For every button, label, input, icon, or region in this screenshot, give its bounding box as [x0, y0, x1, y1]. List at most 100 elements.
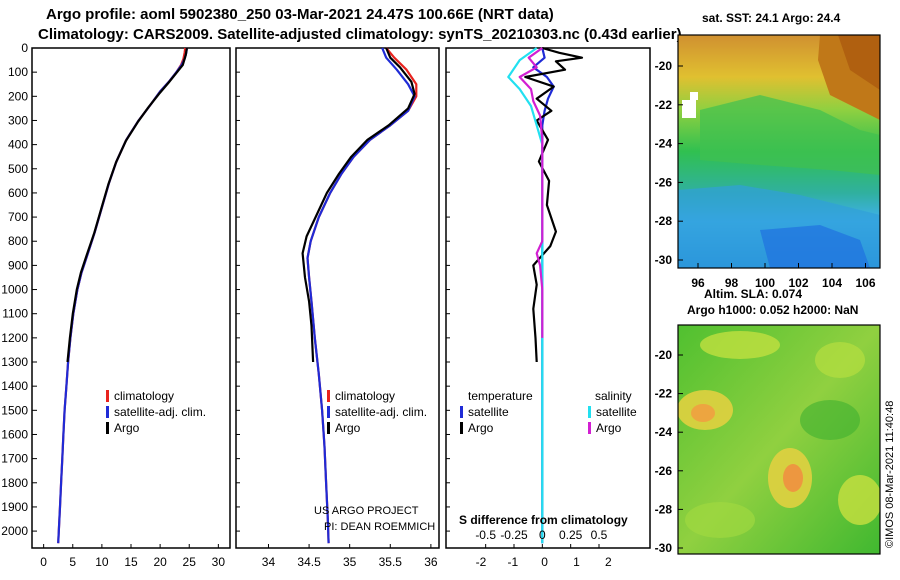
series-line-salinity-satellite: [507, 47, 544, 544]
sst-map-frame: [677, 34, 881, 269]
legend-sal-satellite-swatch: [588, 406, 591, 418]
x-tick-label: 20: [153, 555, 167, 569]
legend-argo-label: Argo: [114, 421, 140, 435]
x-tick-label: 10: [95, 555, 109, 569]
sla-map-title-1: Altim. SLA: 0.074: [704, 287, 802, 301]
sla-map: -20 -22 -24 -26 -28 -30: [655, 324, 881, 555]
sst-x-tick-label: 98: [725, 276, 739, 290]
x-tick-label: 35: [343, 555, 357, 569]
difference-axis-label: S difference from climatology: [459, 513, 628, 527]
x-tick-label: 35.5: [379, 555, 403, 569]
sla-y-tick-label: -20: [655, 348, 673, 362]
depth-tick-label: 1300: [1, 355, 28, 369]
sst-x-tick-label: 96: [691, 276, 705, 290]
temp-difference-tick-label: 1: [573, 555, 580, 569]
temp-difference-tick-label: 0: [541, 555, 548, 569]
legend-climatology-label: climatology: [114, 389, 174, 403]
x-tick-label: 0: [539, 528, 546, 542]
legend-satellite-label: satellite-adj. clim.: [114, 405, 206, 419]
x-tick-label: 0: [40, 555, 47, 569]
depth-tick-label: 1500: [1, 403, 28, 417]
depth-tick-label: 1400: [1, 379, 28, 393]
sst-y-tick-label: -24: [655, 137, 673, 151]
series-line-argo: [66, 47, 188, 363]
sst-y-tick-label: -26: [655, 175, 673, 189]
depth-tick-label: 1900: [1, 500, 28, 514]
legend-climatology-swatch: [327, 390, 330, 402]
difference-legend: temperature salinity satellite Argo sate…: [460, 389, 637, 435]
series-line-satellite-adj-clim-: [57, 47, 188, 544]
series-line-salinity-argo: [518, 47, 544, 338]
sla-map-title-2: Argo h1000: 0.052 h2000: NaN: [687, 303, 858, 317]
x-tick-label: 34.5: [297, 555, 321, 569]
sst-x-tick-label: 102: [788, 276, 808, 290]
sst-map: 96 98 100 102 104 106 -20 -22 -24 -26 -28 -30: [655, 34, 881, 290]
legend-satellite-swatch: [106, 406, 109, 418]
sst-y-tick-label: -28: [655, 214, 673, 228]
sst-x-tick-label: 106: [855, 276, 875, 290]
legend-climatology-swatch: [106, 390, 109, 402]
temp-difference-tick-label: -1: [507, 555, 518, 569]
depth-tick-label: 300: [8, 113, 28, 127]
depth-tick-label: 1800: [1, 476, 28, 490]
depth-tick-label: 200: [8, 89, 28, 103]
legend-sal-argo-swatch: [588, 422, 591, 434]
sst-map-features: [678, 35, 880, 268]
legend-temperature-header: temperature: [468, 389, 533, 403]
depth-tick-label: 700: [8, 210, 28, 224]
legend-argo-swatch: [106, 422, 109, 434]
project-credit: US ARGO PROJECT: [314, 505, 419, 517]
legend-temp-satellite-swatch: [460, 406, 463, 418]
x-tick-label: 30: [212, 555, 226, 569]
sla-map-features: [678, 331, 880, 538]
depth-tick-label: 1700: [1, 452, 28, 466]
depth-tick-label: 800: [8, 234, 28, 248]
depth-tick-label: 1000: [1, 283, 28, 297]
x-tick-label: 0.25: [559, 528, 583, 542]
sla-y-tick-label: -24: [655, 425, 673, 439]
x-tick-label: 0.5: [591, 528, 608, 542]
series-line-temperature-argo: [524, 46, 584, 363]
legend-temp-argo-label: Argo: [468, 421, 494, 435]
sst-y-tick-label: -20: [655, 59, 673, 73]
legend-satellite-label: satellite-adj. clim.: [335, 405, 427, 419]
temperature-legend: climatology satellite-adj. clim. Argo: [106, 389, 206, 435]
sst-x-tick-label: 100: [755, 276, 775, 290]
depth-tick-label: 400: [8, 138, 28, 152]
depth-tick-label: 600: [8, 186, 28, 200]
legend-sal-satellite-label: satellite: [596, 405, 637, 419]
imos-credit: ©IMOS 08-Mar-2021 11:40:48: [884, 401, 896, 548]
depth-tick-label: 500: [8, 162, 28, 176]
depth-tick-label: 2000: [1, 524, 28, 538]
legend-temp-argo-swatch: [460, 422, 463, 434]
series-line-satellite-adj-clim-: [306, 47, 416, 544]
title-line-1: Argo profile: aoml 5902380_250 03-Mar-20…: [46, 6, 554, 23]
x-tick-label: 15: [124, 555, 138, 569]
sst-map-title: sat. SST: 24.1 Argo: 24.4: [702, 11, 841, 25]
legend-argo-label: Argo: [335, 421, 361, 435]
sla-map-frame: [677, 324, 881, 555]
depth-tick-label: 1100: [2, 307, 28, 321]
sla-y-tick-label: -28: [655, 502, 673, 516]
depth-tick-label: 0: [21, 41, 28, 55]
salinity-panel-frame: [235, 47, 440, 549]
legend-sal-argo-label: Argo: [596, 421, 622, 435]
difference-panel-frame: [445, 47, 651, 549]
legend-satellite-swatch: [327, 406, 330, 418]
depth-tick-label: 1200: [1, 331, 28, 345]
sla-y-tick-label: -30: [655, 541, 673, 555]
x-tick-label: 34: [262, 555, 276, 569]
x-tick-label: -0.25: [500, 528, 528, 542]
x-tick-label: 5: [69, 555, 76, 569]
salinity-legend: climatology satellite-adj. clim. Argo: [327, 389, 427, 435]
x-tick-label: 25: [183, 555, 197, 569]
title-line-2: Climatology: CARS2009. Satellite-adjuste…: [38, 26, 682, 43]
pi-credit: PI: DEAN ROEMMICH: [324, 521, 435, 533]
legend-argo-swatch: [327, 422, 330, 434]
legend-salinity-header: salinity: [595, 389, 632, 403]
x-tick-label: -0.5: [475, 528, 496, 542]
depth-tick-label: 100: [8, 65, 28, 79]
sst-y-tick-label: -22: [655, 98, 673, 112]
sla-y-tick-label: -26: [655, 464, 673, 478]
